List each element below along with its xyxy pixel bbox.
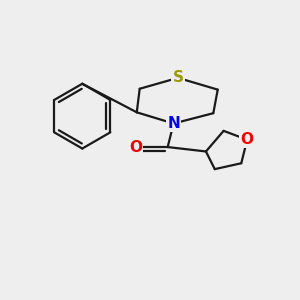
Text: O: O xyxy=(241,132,254,147)
Text: N: N xyxy=(167,116,180,131)
Text: S: S xyxy=(172,70,184,86)
Text: O: O xyxy=(129,140,142,154)
